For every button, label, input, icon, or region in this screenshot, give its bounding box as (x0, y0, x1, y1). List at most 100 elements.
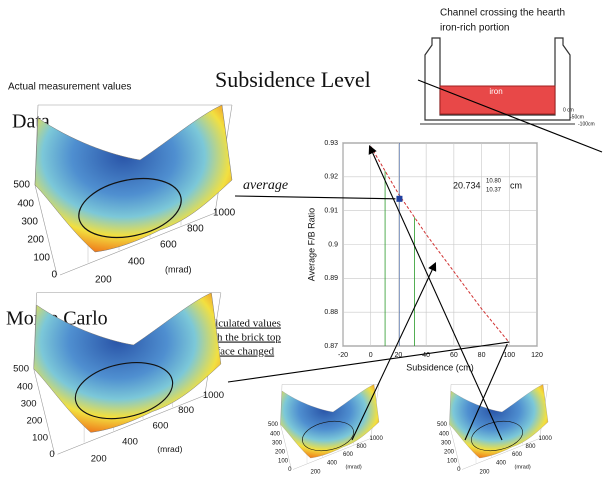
x-tick-label: 120 (531, 352, 543, 359)
surface-y-tick: 500 (437, 422, 448, 428)
wireframe (57, 395, 205, 455)
y-tick-label: 0.88 (324, 309, 338, 316)
surface-y-tick: 200 (444, 450, 455, 456)
point-marker (396, 195, 403, 202)
line-series (370, 146, 510, 343)
wireframe (33, 368, 55, 455)
calc-label: Calculated values (203, 318, 281, 330)
surface-x-tick: 400 (327, 461, 338, 467)
y-tick-label: 0.9 (328, 241, 338, 248)
surface-x-tick: 1000 (203, 390, 224, 401)
x-axis-label: Subsidence (cm) (406, 362, 474, 372)
surface-x-tick: 1000 (213, 208, 236, 219)
depth-label: -100cm (578, 121, 595, 127)
surface-y-tick: 300 (441, 441, 452, 447)
x-tick-label: 100 (503, 352, 515, 359)
x-tick-label: 80 (478, 352, 486, 359)
caption: Actual measurement values (8, 82, 131, 93)
annotation-unit: cm (510, 180, 522, 190)
average-label: average (243, 178, 288, 193)
surface-plot: 500 400 300 200 1000 200 400 600 800 1000 (mrad) (13, 104, 236, 286)
surface-y-tick: 0 (457, 467, 461, 473)
region-ellipse (78, 177, 182, 239)
surface-y-tick: 500 (13, 363, 29, 374)
surface-unit: (mrad) (346, 464, 362, 470)
surface-x-tick: 1000 (370, 436, 384, 442)
surface-y-tick: 0 (288, 467, 292, 473)
surface-y-tick: 0 (51, 270, 57, 281)
surface-y-tick: 400 (439, 432, 450, 438)
surface-unit: (mrad) (515, 464, 531, 470)
chart: -20 0 20 40 60 80 100 120 0.87 0.88 0.89 0.9 0.91 0.9… (306, 140, 543, 373)
y-axis-label: Average F/B Ratio (306, 208, 316, 281)
surface-y-tick: 100 (278, 459, 289, 465)
y-tick-label: 0.91 (324, 208, 338, 215)
wireframe (280, 424, 292, 470)
x-tick-label: 20 (395, 352, 403, 359)
annotation-value: 20.734 (453, 180, 481, 190)
wireframe (449, 424, 461, 470)
x-tick-label: 60 (450, 352, 458, 359)
surface-y-tick: 200 (27, 235, 44, 246)
wireframe (59, 212, 216, 276)
connector-arrow (351, 262, 437, 441)
region-ellipse (74, 362, 174, 420)
surface-x-tick: 800 (187, 224, 204, 235)
surface-x-tick: 400 (122, 436, 138, 447)
surface-x-tick: 800 (526, 444, 537, 450)
y-tick-label: 0.93 (324, 140, 338, 147)
surface-y-tick: 100 (32, 433, 48, 444)
surface-y-tick: 400 (17, 381, 33, 392)
surface-y-tick: 100 (33, 253, 50, 264)
x-tick-label: 0 (369, 352, 373, 359)
surface-x-tick: 400 (128, 257, 145, 268)
surface-y-tick: 200 (26, 416, 42, 427)
title: Subsidence Level (215, 67, 371, 92)
x-tick-label: 40 (422, 352, 430, 359)
hearth-diagram: Channel crossing the hearth iron-rich po… (417, 8, 603, 153)
y-tick-label: 0.87 (324, 343, 338, 350)
surface-y-tick: 300 (21, 217, 38, 228)
surface-x-tick: 200 (91, 454, 107, 465)
surface-y-tick: 300 (272, 441, 283, 447)
surface-y-tick: 200 (275, 450, 286, 456)
hearth-title: Channel crossing the hearth (440, 8, 565, 19)
surface-x-tick: 1000 (539, 436, 553, 442)
y-tick-label: 0.89 (324, 275, 338, 282)
surface-y-tick: 0 (49, 449, 54, 460)
connector-arrow (464, 343, 508, 441)
surface-unit: (mrad) (157, 444, 182, 454)
surface-x-tick: 800 (357, 444, 368, 450)
surface-x-tick: 600 (343, 452, 354, 458)
y-tick-label: 0.92 (324, 174, 338, 181)
calc-label: surface changed (203, 346, 275, 358)
surface-y-tick: 400 (17, 199, 34, 210)
depth-label: -50cm (570, 114, 584, 120)
surface-x-tick: 600 (160, 240, 177, 251)
depth-label: 0 cm (563, 107, 574, 113)
x-tick-label: -20 (338, 352, 348, 359)
annotation-minus: 10.37 (486, 188, 502, 194)
surface-y-tick: 100 (447, 459, 458, 465)
calc-label: with the brick top (203, 332, 281, 344)
connector-arrow (368, 144, 503, 441)
surface-y-tick: 300 (21, 398, 37, 409)
connector-arrow (227, 341, 510, 383)
region-ellipse (302, 420, 354, 452)
hearth-title: iron-rich portion (440, 23, 509, 34)
surface-x-tick: 200 (311, 470, 322, 476)
surface-x-tick: 600 (512, 452, 523, 458)
wireframe (34, 184, 58, 276)
wireframe (461, 438, 540, 470)
surface-x-tick: 800 (178, 405, 194, 416)
surface-x-tick: 200 (480, 470, 491, 476)
surface-x-tick: 200 (95, 275, 112, 286)
surface-y-tick: 500 (268, 422, 279, 428)
surface-unit: (mrad) (165, 264, 192, 274)
surface-y-tick: 500 (13, 180, 30, 191)
annotation-plus: 10.80 (486, 179, 502, 185)
